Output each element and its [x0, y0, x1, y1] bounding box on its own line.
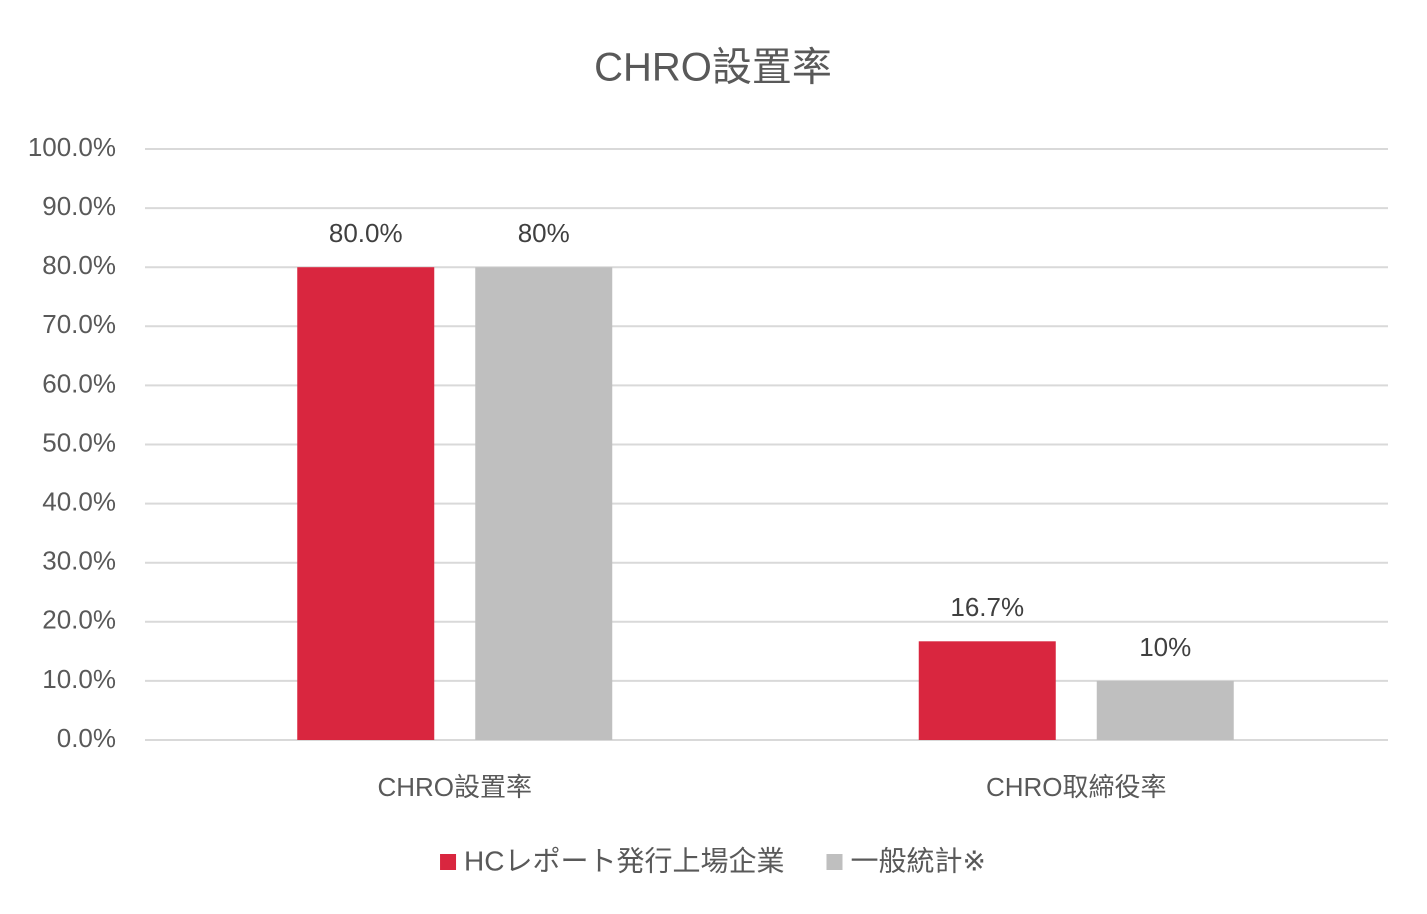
legend-label: 一般統計※ — [850, 845, 985, 876]
bar — [297, 267, 435, 740]
y-tick-label: 90.0% — [42, 191, 116, 221]
value-label: 80.0% — [329, 218, 403, 248]
y-tick-label: 80.0% — [42, 250, 116, 280]
y-tick-label: 30.0% — [42, 546, 116, 576]
y-tick-label: 40.0% — [42, 486, 116, 516]
y-tick-label: 60.0% — [42, 368, 116, 398]
chart-title: CHRO設置率 — [594, 46, 832, 90]
bar — [918, 641, 1056, 740]
y-tick-label: 50.0% — [42, 427, 116, 457]
y-tick-label: 20.0% — [42, 605, 116, 635]
y-tick-label: 0.0% — [57, 723, 116, 753]
legend-swatch — [440, 854, 457, 870]
value-label: 10% — [1139, 632, 1191, 662]
bar — [1096, 680, 1234, 740]
y-tick-label: 70.0% — [42, 309, 116, 339]
y-tick-label: 100.0% — [28, 132, 116, 162]
legend-label: HCレポート発行上場企業 — [464, 845, 784, 876]
bar — [475, 267, 613, 740]
value-label: 80% — [518, 218, 570, 248]
x-tick-label: CHRO設置率 — [377, 772, 532, 802]
x-tick-label: CHRO取締役率 — [986, 772, 1167, 802]
value-label: 16.7% — [950, 592, 1024, 622]
legend-swatch — [826, 854, 843, 870]
y-tick-label: 10.0% — [42, 664, 116, 694]
